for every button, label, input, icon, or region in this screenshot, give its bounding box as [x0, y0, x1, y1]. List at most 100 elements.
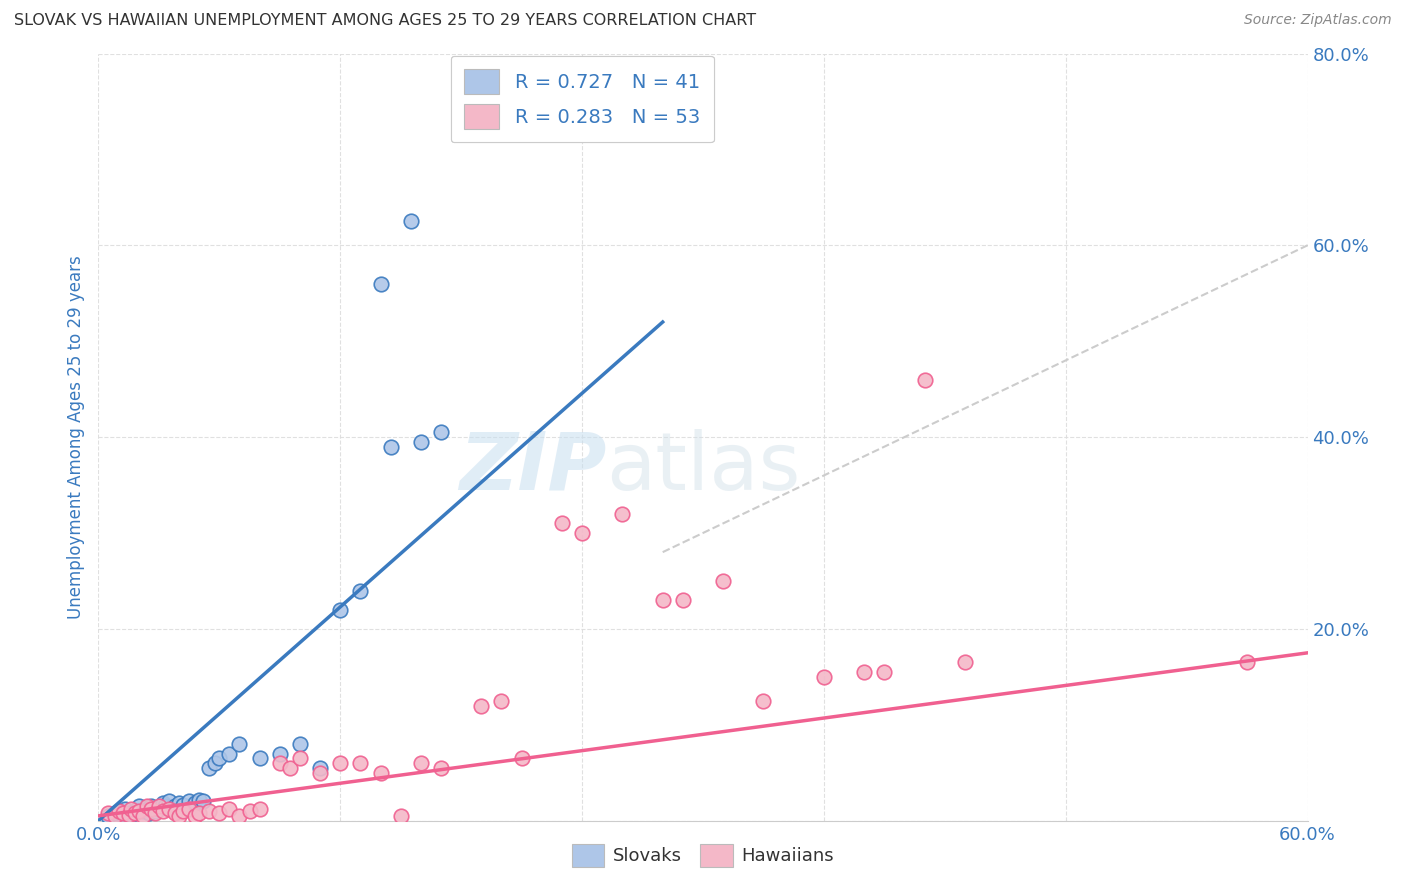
Point [752, 694, 775, 708]
Point [184, 809, 207, 823]
Point [853, 665, 876, 679]
Point [239, 804, 262, 818]
Point [249, 751, 271, 765]
Point [120, 808, 142, 822]
Point [198, 761, 221, 775]
Text: atlas: atlas [606, 429, 800, 507]
Point [329, 603, 352, 617]
Point [651, 593, 673, 607]
Text: ZIP: ZIP [458, 429, 606, 507]
Text: Source: ZipAtlas.com: Source: ZipAtlas.com [1244, 13, 1392, 28]
Point [157, 795, 180, 809]
Point [288, 751, 311, 765]
Point [278, 761, 301, 775]
Point [157, 802, 180, 816]
Point [163, 799, 186, 814]
Point [143, 804, 166, 818]
Point [138, 805, 160, 820]
Point [128, 804, 150, 818]
Point [309, 765, 332, 780]
Point [813, 670, 835, 684]
Point [208, 805, 231, 820]
Point [139, 799, 162, 814]
Point [228, 809, 250, 823]
Point [118, 808, 141, 822]
Point [148, 802, 170, 816]
Point [349, 583, 371, 598]
Point [103, 809, 125, 823]
Point [430, 425, 453, 440]
Point [188, 792, 211, 806]
Point [389, 809, 412, 823]
Point [370, 277, 392, 291]
Point [135, 799, 157, 814]
Text: SLOVAK VS HAWAIIAN UNEMPLOYMENT AMONG AGES 25 TO 29 YEARS CORRELATION CHART: SLOVAK VS HAWAIIAN UNEMPLOYMENT AMONG AG… [14, 13, 756, 29]
Point [409, 434, 432, 449]
Point [132, 804, 155, 818]
Point [97, 805, 120, 820]
Point [249, 802, 271, 816]
Point [218, 747, 240, 761]
Point [551, 516, 574, 531]
Point [97, 809, 120, 823]
Point [132, 809, 155, 823]
Point [571, 526, 593, 541]
Point [107, 804, 129, 818]
Point [103, 805, 125, 820]
Point [914, 373, 936, 387]
Point [172, 798, 194, 813]
Point [152, 797, 174, 811]
Point [118, 805, 141, 820]
Point [135, 802, 157, 816]
Point [228, 737, 250, 751]
Point [873, 665, 896, 679]
Point [430, 761, 453, 775]
Point [153, 799, 176, 814]
Point [120, 802, 142, 816]
Point [172, 804, 194, 818]
Point [128, 799, 150, 814]
Point [218, 802, 240, 816]
Point [204, 756, 226, 771]
Point [143, 805, 166, 820]
Point [711, 574, 734, 588]
Point [163, 805, 186, 820]
Point [612, 507, 634, 521]
Point [409, 756, 432, 771]
Point [1236, 656, 1258, 670]
Point [399, 214, 422, 228]
Legend: Slovaks, Hawaiians: Slovaks, Hawaiians [564, 837, 842, 874]
Point [672, 593, 695, 607]
Legend: R = 0.727   N = 41, R = 0.283   N = 53: R = 0.727 N = 41, R = 0.283 N = 53 [450, 55, 714, 143]
Point [370, 765, 392, 780]
Point [288, 737, 311, 751]
Point [198, 804, 221, 818]
Point [309, 761, 332, 775]
Point [124, 804, 146, 818]
Point [380, 440, 402, 454]
Point [179, 795, 201, 809]
Point [953, 656, 976, 670]
Point [188, 805, 211, 820]
Point [152, 804, 174, 818]
Point [470, 698, 492, 713]
Point [510, 751, 533, 765]
Y-axis label: Unemployment Among Ages 25 to 29 years: Unemployment Among Ages 25 to 29 years [66, 255, 84, 619]
Point [269, 756, 291, 771]
Point [167, 797, 190, 811]
Point [107, 804, 129, 818]
Point [269, 747, 291, 761]
Point [179, 802, 201, 816]
Point [208, 751, 231, 765]
Point [139, 802, 162, 816]
Point [111, 805, 134, 820]
Point [349, 756, 371, 771]
Point [114, 802, 136, 816]
Point [167, 809, 190, 823]
Point [124, 805, 146, 820]
Point [148, 799, 170, 814]
Point [193, 795, 215, 809]
Point [491, 694, 513, 708]
Point [184, 797, 207, 811]
Point [329, 756, 352, 771]
